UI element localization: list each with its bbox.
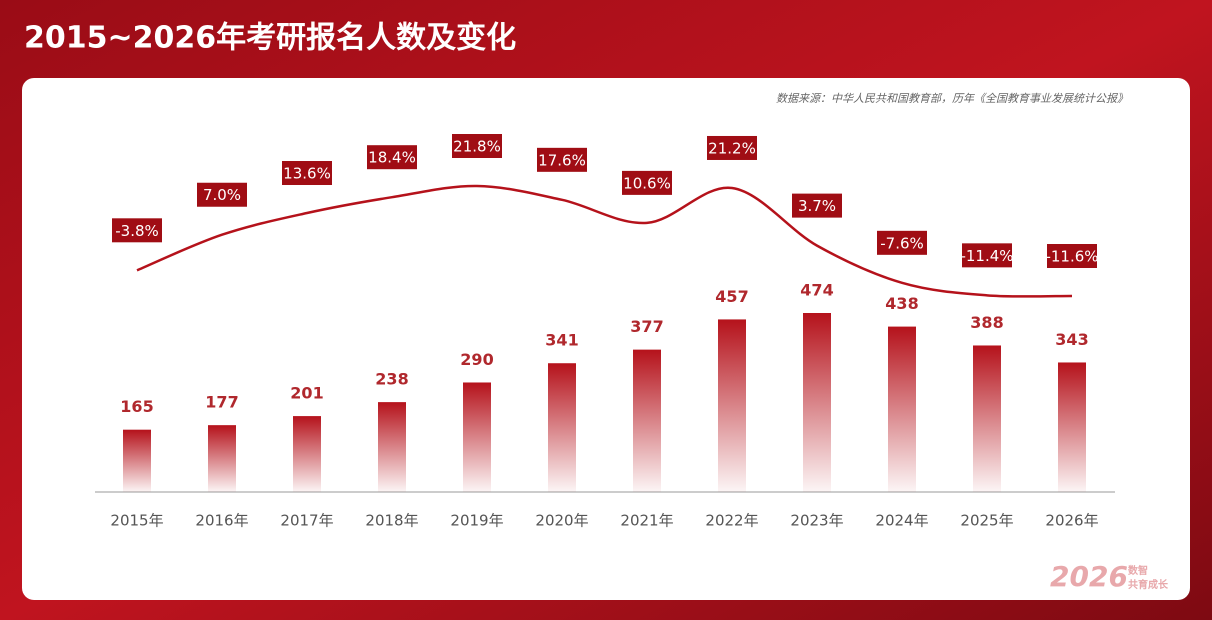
x-tick-label: 2018年 — [365, 512, 418, 530]
x-tick-label: 2020年 — [535, 512, 588, 530]
bar — [888, 326, 916, 492]
label-box — [282, 161, 332, 186]
label-box — [452, 134, 502, 158]
label-box — [622, 170, 672, 195]
x-tick-label: 2025年 — [960, 512, 1013, 530]
bar — [803, 313, 831, 492]
bar-value-label: 438 — [885, 294, 918, 313]
x-tick-label: 2015年 — [110, 512, 163, 530]
bar — [633, 349, 661, 492]
bar-value-label: 388 — [970, 313, 1003, 332]
growth-line — [136, 184, 1073, 298]
growth-label: 7.0% — [203, 186, 241, 204]
label-box — [197, 182, 247, 207]
bar-value-label: 165 — [120, 397, 153, 416]
bar-value-label: 341 — [545, 331, 578, 350]
label-box — [792, 193, 842, 218]
bar-value-label: 474 — [800, 281, 833, 300]
bar-value-label: 238 — [375, 370, 408, 389]
x-tick-label: 2019年 — [450, 512, 503, 530]
bar — [293, 416, 321, 492]
growth-label: -11.6% — [1045, 248, 1098, 266]
growth-label: 13.6% — [283, 165, 331, 183]
growth-label: 21.2% — [708, 139, 756, 157]
label-box — [877, 230, 927, 255]
label-box — [962, 243, 1012, 268]
bar-value-label: 457 — [715, 287, 748, 306]
growth-label: 18.4% — [368, 149, 416, 167]
growth-label: 10.6% — [623, 174, 671, 192]
bar — [208, 425, 236, 492]
watermark-year: 2026 — [1050, 560, 1128, 593]
chart-title: 2015~2026年考研报名人数及变化 — [24, 21, 516, 56]
label-box — [112, 218, 162, 243]
bar — [1058, 362, 1086, 492]
bar — [718, 319, 746, 492]
bar — [548, 363, 576, 492]
bar — [463, 382, 491, 492]
x-tick-label: 2026年 — [1045, 512, 1098, 530]
bar-value-label: 377 — [630, 317, 663, 336]
bar-value-label: 177 — [205, 393, 238, 412]
label-box — [1047, 244, 1097, 268]
bar — [123, 429, 151, 492]
label-box — [707, 135, 757, 160]
growth-label: -3.8% — [115, 222, 159, 240]
x-tick-label: 2016年 — [195, 512, 248, 530]
x-tick-label: 2021年 — [620, 512, 673, 530]
x-tick-label: 2022年 — [705, 512, 758, 530]
watermark-text: 共育成长 — [1128, 578, 1169, 591]
x-tick-label: 2024年 — [875, 512, 928, 530]
bar-value-label: 201 — [290, 384, 323, 403]
growth-label: -11.4% — [960, 247, 1013, 265]
bar — [973, 345, 1001, 492]
bar-value-label: 343 — [1055, 330, 1088, 349]
label-box — [367, 145, 417, 170]
label-box — [537, 147, 587, 172]
growth-label: -7.6% — [880, 234, 924, 252]
bar-value-label: 290 — [460, 350, 493, 369]
growth-label: 3.7% — [798, 197, 836, 215]
source-note: 数据来源：中华人民共和国教育部，历年《全国教育事业发展统计公报》 — [776, 92, 1128, 105]
growth-label: 17.6% — [538, 151, 586, 169]
watermark-text: 数智 — [1128, 564, 1148, 577]
bar — [378, 402, 406, 492]
x-tick-label: 2023年 — [790, 512, 843, 530]
x-tick-label: 2017年 — [280, 512, 333, 530]
growth-label: 21.8% — [453, 138, 501, 156]
